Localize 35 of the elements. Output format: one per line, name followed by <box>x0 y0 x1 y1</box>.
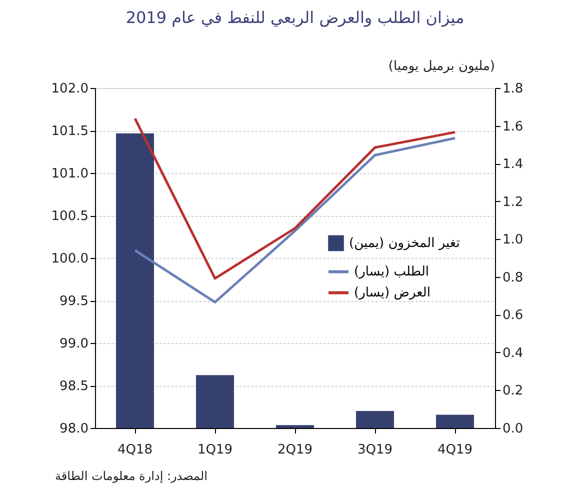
y-tick-label: 101.0 <box>51 166 88 182</box>
y-tick-label: 99.5 <box>60 294 88 309</box>
legend-label: الطلب (يسار) <box>354 264 430 280</box>
y-tick-label: 100.0 <box>51 252 88 266</box>
bar <box>356 411 394 428</box>
x-tick-label: 2Q19 <box>277 442 313 458</box>
y2-tick-label: 1.8 <box>502 82 524 96</box>
y-tick-label: 98.0 <box>60 422 88 436</box>
y2-tick-label: 0.0 <box>502 422 524 436</box>
y2-tick-label: 0.6 <box>502 308 524 324</box>
y2-tick-label: 1.6 <box>502 119 524 134</box>
bar <box>436 414 474 428</box>
bar <box>196 375 234 428</box>
y-tick-label: 98.5 <box>60 379 88 394</box>
x-tick-label: 4Q19 <box>437 442 473 458</box>
y2-tick-label: 1.2 <box>502 194 524 210</box>
x-tick-label: 1Q19 <box>197 442 233 458</box>
chart-title: ميزان الطلب والعرض الربعي للنفط في عام 2019 <box>126 8 464 27</box>
bar <box>116 133 154 428</box>
text: المصدر: إدارة معلومات الطاقة <box>55 469 208 483</box>
y-tick-label: 100.5 <box>51 209 88 224</box>
y2-tick-label: 0.4 <box>502 346 524 361</box>
legend-label: تغير المخزون (يمين) <box>349 236 460 252</box>
y2-tick-label: 1.0 <box>502 232 524 248</box>
y2-tick-label: 1.4 <box>502 157 524 172</box>
bar <box>276 425 314 428</box>
x-tick-label: 3Q19 <box>357 442 393 458</box>
y-tick-label: 101.5 <box>51 124 88 139</box>
y2-tick-label: 0.2 <box>502 384 524 399</box>
y2-axis-title: (مليون برميل يوميا) <box>388 59 495 74</box>
y-tick-label: 99.0 <box>60 336 88 352</box>
x-tick-label: 4Q18 <box>117 442 153 458</box>
y-tick-label: 102.0 <box>51 82 88 96</box>
y2-tick-label: 0.8 <box>502 270 524 286</box>
legend-label: العرض (يسار) <box>354 286 430 301</box>
